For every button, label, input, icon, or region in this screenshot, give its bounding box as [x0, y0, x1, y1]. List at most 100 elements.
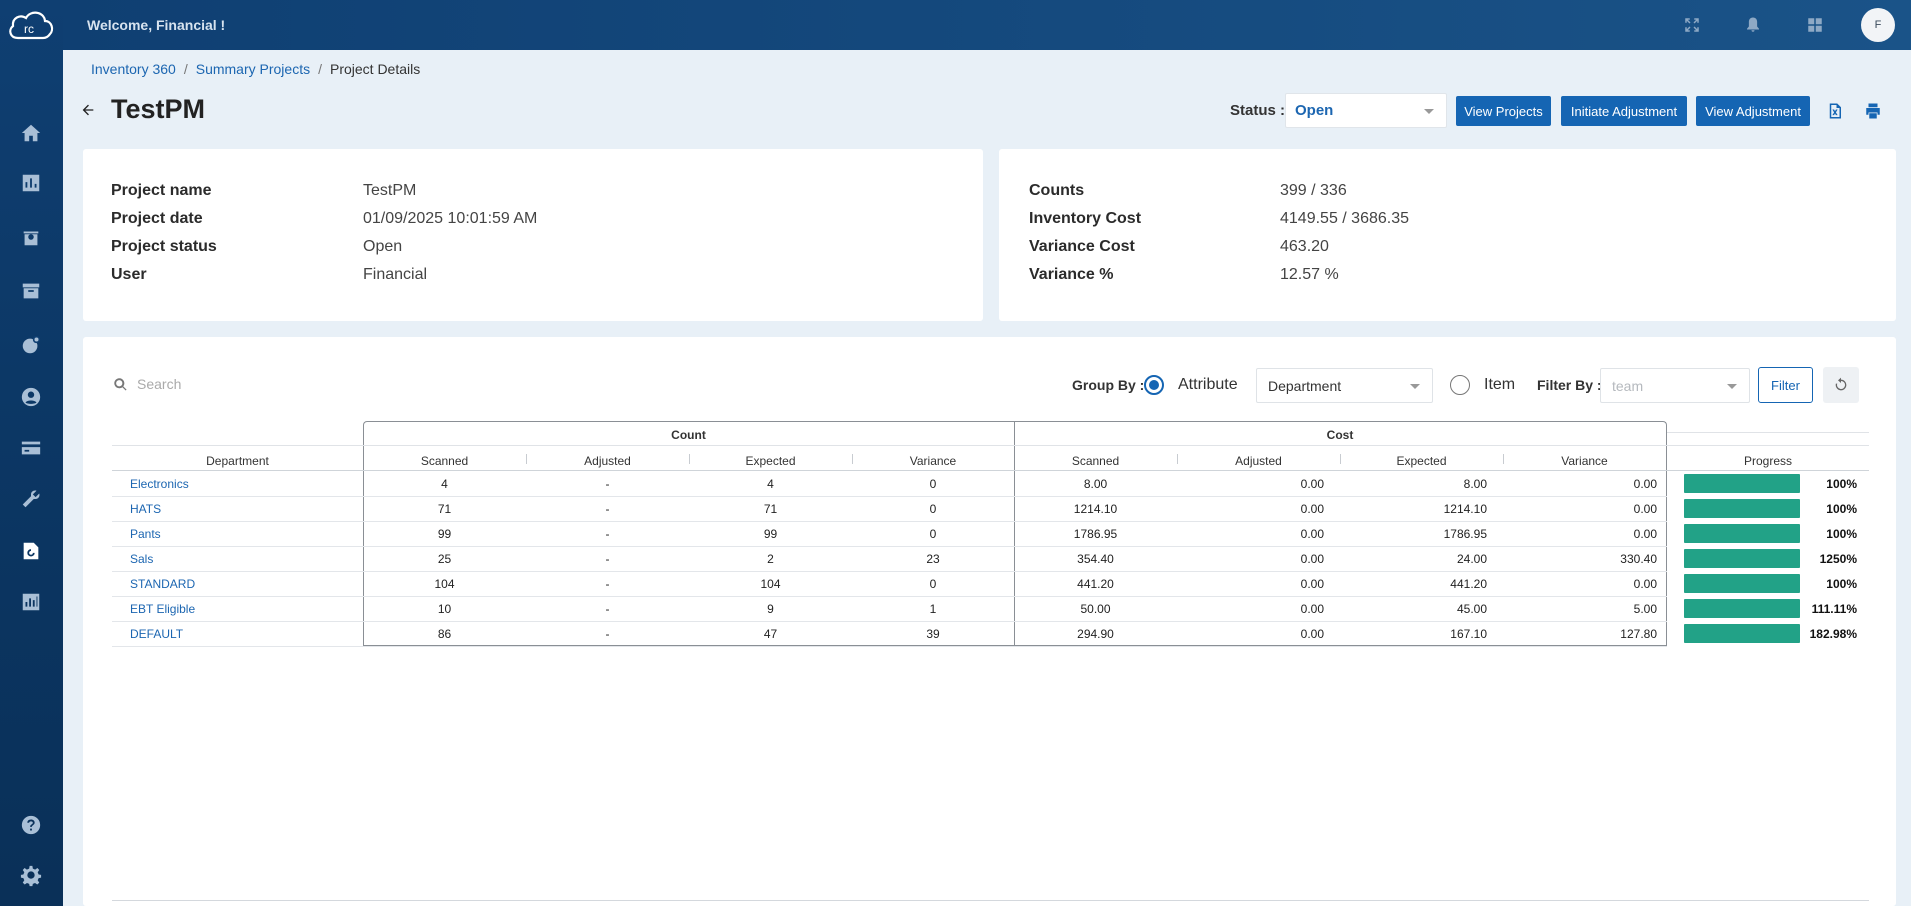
search-input[interactable] [137, 370, 437, 398]
count-adjusted-cell: - [605, 477, 610, 491]
bell-icon[interactable] [1741, 13, 1765, 37]
column-resize-handle[interactable] [852, 454, 853, 464]
back-arrow-icon[interactable] [80, 102, 100, 122]
count-scanned-cell: 4 [441, 477, 448, 491]
cost-scanned-header[interactable]: Scanned [1071, 454, 1120, 468]
count-expected-header[interactable]: Expected [745, 454, 796, 468]
count-variance-cell: 23 [926, 552, 940, 566]
status-select[interactable]: Open [1285, 93, 1447, 128]
count-adjusted-header[interactable]: Adjusted [584, 454, 631, 468]
count-scanned-header[interactable]: Scanned [420, 454, 469, 468]
department-link[interactable]: HATS [130, 502, 162, 516]
breadcrumb-summary-projects[interactable]: Summary Projects [195, 61, 311, 77]
department-link[interactable]: STANDARD [130, 577, 196, 591]
panel-footer-divider [112, 900, 1869, 901]
sidebar-help-icon[interactable] [17, 811, 45, 839]
cost-adjusted-cell: 0.00 [1300, 477, 1324, 491]
department-link[interactable]: Electronics [130, 477, 189, 491]
project-name-label: Project name [111, 182, 212, 199]
group-by-item-radio[interactable] [1450, 375, 1470, 395]
view-adjustment-button[interactable]: View Adjustment [1696, 96, 1810, 126]
cost-scanned-cell: 441.20 [1077, 577, 1114, 591]
column-resize-handle[interactable] [526, 454, 527, 464]
table-bottom-border [363, 645, 1667, 646]
sidebar-archive-icon[interactable] [17, 277, 45, 305]
progress-percent: 1250% [1819, 552, 1857, 566]
progress-bar [1684, 524, 1800, 543]
column-resize-handle[interactable] [1340, 454, 1341, 464]
view-projects-button[interactable]: View Projects [1456, 96, 1551, 126]
progress-column-header[interactable]: Progress [1743, 454, 1793, 468]
breadcrumb: Inventory 360 / Summary Projects / Proje… [91, 61, 420, 77]
sidebar-report-icon[interactable] [17, 588, 45, 616]
count-expected-cell: 2 [767, 552, 774, 566]
cost-expected-cell: 167.10 [1450, 627, 1487, 641]
refresh-icon [1835, 377, 1847, 391]
group-by-label: Group By : [1072, 377, 1145, 393]
cost-expected-cell: 441.20 [1450, 577, 1487, 591]
count-group-header: Count [671, 428, 706, 442]
cost-expected-header[interactable]: Expected [1396, 454, 1447, 468]
avatar[interactable]: F [1861, 8, 1895, 42]
group-by-attribute-radio[interactable] [1144, 375, 1164, 395]
progress-percent: 182.98% [1809, 627, 1857, 641]
app-logo[interactable]: rc [6, 8, 56, 42]
cost-group-header: Cost [1326, 428, 1354, 442]
cost-expected-cell: 45.00 [1456, 602, 1487, 616]
cost-adjusted-cell: 0.00 [1300, 527, 1324, 541]
reset-filter-button[interactable] [1823, 367, 1859, 403]
progress-bar [1684, 599, 1800, 618]
department-link[interactable]: EBT Eligible [130, 602, 196, 616]
cost-variance-cell: 0.00 [1633, 527, 1657, 541]
sidebar-credit-card-icon[interactable] [17, 434, 45, 462]
count-scanned-cell: 10 [437, 602, 452, 616]
row-divider [112, 496, 1667, 497]
count-expected-cell: 47 [763, 627, 778, 641]
count-cost-divider [1014, 421, 1015, 646]
sidebar-home-icon[interactable] [17, 119, 45, 147]
cost-expected-cell: 1786.95 [1443, 527, 1487, 541]
filter-by-dropdown[interactable]: team [1600, 368, 1750, 403]
sidebar-user-circle-icon[interactable] [17, 383, 45, 411]
count-adjusted-cell: - [605, 602, 610, 616]
sidebar-chart-bar-icon[interactable] [17, 169, 45, 197]
initiate-adjustment-button[interactable]: Initiate Adjustment [1561, 96, 1687, 126]
sidebar-globe-pin-icon[interactable] [17, 331, 45, 359]
cost-variance-header[interactable]: Variance [1561, 454, 1608, 468]
department-link[interactable]: Sals [130, 552, 154, 566]
department-link[interactable]: Pants [130, 527, 161, 541]
cost-scanned-cell: 354.40 [1077, 552, 1114, 566]
progress-bar [1684, 499, 1800, 518]
progress-bar [1684, 574, 1800, 593]
sidebar-inventory-cycle-icon[interactable] [17, 537, 45, 565]
column-resize-handle[interactable] [1177, 454, 1178, 464]
sidebar-settings-icon[interactable] [17, 862, 45, 890]
cost-variance-cell: 0.00 [1633, 477, 1657, 491]
excel-export-icon[interactable] [1824, 100, 1846, 122]
sidebar-box-icon[interactable] [17, 223, 45, 251]
breadcrumb-inventory-360[interactable]: Inventory 360 [91, 61, 176, 77]
column-resize-handle[interactable] [1503, 454, 1504, 464]
sidebar-wrench-icon[interactable] [17, 485, 45, 513]
chevron-down-icon [1410, 384, 1420, 389]
department-column-header[interactable]: Department [206, 454, 269, 468]
grid-apps-icon[interactable] [1803, 13, 1827, 37]
count-variance-header[interactable]: Variance [909, 454, 957, 468]
status-select-value: Open [1295, 102, 1334, 119]
cost-scanned-cell: 1214.10 [1073, 502, 1118, 516]
project-date-label: Project date [111, 210, 203, 227]
count-variance-cell: 39 [926, 627, 940, 641]
cost-adjusted-header[interactable]: Adjusted [1235, 454, 1282, 468]
cost-expected-cell: 1214.10 [1443, 502, 1487, 516]
cost-variance-cell: 127.80 [1620, 627, 1657, 641]
column-resize-handle[interactable] [689, 454, 690, 464]
department-link[interactable]: DEFAULT [130, 627, 184, 641]
attribute-dropdown[interactable]: Department [1256, 368, 1433, 403]
welcome-text: Welcome, Financial ! [87, 17, 226, 33]
topbar: Welcome, Financial ! F [63, 0, 1911, 50]
filter-button[interactable]: Filter [1758, 367, 1813, 403]
progress-bar [1684, 549, 1800, 568]
fullscreen-icon[interactable] [1680, 13, 1704, 37]
print-icon[interactable] [1862, 100, 1884, 122]
cost-variance-cell: 5.00 [1633, 602, 1657, 616]
